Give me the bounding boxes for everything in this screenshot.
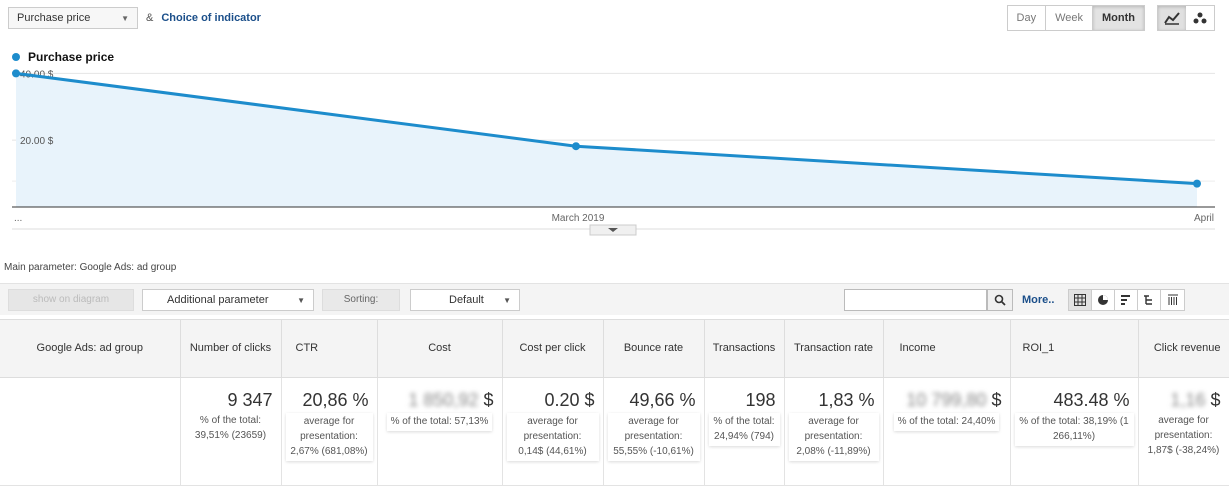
cell-transactions: 198 % of the total: 24,94% (794) [704, 377, 785, 486]
ampersand: & [146, 12, 154, 24]
period-week[interactable]: Week [1046, 6, 1094, 30]
bar-view-icon[interactable] [1115, 290, 1138, 310]
search-input[interactable] [844, 289, 987, 311]
roi-sub: % of the total: 38,19% (1 266,11%) [1014, 413, 1134, 446]
cpc-value: 0.20 $ [544, 390, 595, 410]
chevron-down-icon [608, 228, 618, 232]
scatter-chart-icon[interactable] [1186, 6, 1214, 30]
col-header-bounce[interactable]: Bounce rate [603, 319, 705, 378]
search-icon[interactable] [987, 289, 1013, 311]
chart-legend[interactable]: Purchase price [12, 50, 114, 64]
area-fill [16, 73, 1197, 207]
col-header-cost[interactable]: Cost [377, 319, 503, 378]
y-tick-label: 20.00 $ [20, 136, 54, 147]
income-unit: $ [991, 390, 1002, 410]
period-month[interactable]: Month [1093, 6, 1144, 30]
sorting-value: Default [449, 294, 484, 306]
data-table: Google Ads: ad group Number of clicks CT… [0, 319, 1229, 486]
chevron-down-icon: ▼ [121, 13, 129, 23]
transactions-sub: % of the total: 24,94% (794) [708, 413, 780, 446]
col-header-income[interactable]: Income [883, 319, 1011, 378]
show-on-diagram-button[interactable]: show on diagram [8, 289, 134, 311]
main-parameter-label: Main parameter: Google Ads: ad group [4, 262, 177, 273]
table-row[interactable]: 9 347 % of the total: 39,51% (23659) 20,… [0, 377, 1229, 486]
cost-sub: % of the total: 57,13% [386, 413, 493, 431]
col-header-ad-group[interactable]: Google Ads: ad group [0, 319, 181, 378]
chevron-down-icon: ▼ [297, 295, 305, 305]
legend-label: Purchase price [28, 50, 115, 64]
cell-cost: 1 850,92 $ % of the total: 57,13% [377, 377, 503, 486]
data-point [1193, 179, 1201, 188]
cost-blurred: 1 850,92 [408, 390, 479, 410]
clicks-value: 9 347 [227, 390, 273, 410]
clicks-sub: % of the total: 39,51% (23659) [194, 415, 267, 441]
transactions-value: 198 [745, 390, 776, 410]
period-day[interactable]: Day [1008, 6, 1047, 30]
cell-transaction-rate: 1,83 % average for presentation: 2,08% (… [784, 377, 884, 486]
additional-parameter-label: Additional parameter [167, 294, 269, 306]
chevron-down-icon: ▼ [503, 295, 511, 305]
period-switch: Day Week Month [1006, 5, 1145, 31]
table-header-row: Google Ads: ad group Number of clicks CT… [0, 319, 1229, 378]
click-revenue-sub: average for presentation: 1,87$ (-38,24%… [1147, 415, 1220, 456]
metric-select[interactable]: Purchase price ▼ [8, 7, 138, 29]
transaction-rate-value: 1,83 % [818, 390, 875, 410]
cell-ctr: 20,86 % average for presentation: 2,67% … [281, 377, 378, 486]
cpc-sub: average for presentation: 0,14$ (44,61%) [506, 413, 599, 461]
cost-value: 1 850,92 $ [382, 390, 498, 411]
cell-roi: 483.48 % % of the total: 38,19% (1 266,1… [1010, 377, 1139, 486]
indicator-bar: Purchase price ▼ & Choice of indicator [8, 7, 261, 29]
table-toolbar: show on diagram Additional parameter ▼ S… [0, 283, 1229, 315]
col-header-transactions[interactable]: Transactions [704, 319, 785, 378]
col-header-ctr[interactable]: CTR [281, 319, 378, 378]
metric-select-value: Purchase price [17, 12, 91, 24]
click-revenue-value: 1,16 $ [1143, 390, 1225, 411]
click-revenue-unit: $ [1210, 390, 1221, 410]
income-value: 10 799,80 $ [888, 390, 1006, 411]
columns-view-icon[interactable] [1161, 290, 1184, 310]
tree-view-icon[interactable] [1138, 290, 1161, 310]
sorting-label: Sorting: [322, 289, 400, 311]
data-point [12, 69, 20, 78]
table-view-icon[interactable] [1069, 290, 1092, 310]
ctr-value: 20,86 % [302, 390, 369, 410]
cell-income: 10 799,80 $ % of the total: 24,40% [883, 377, 1011, 486]
bounce-value: 49,66 % [629, 390, 696, 410]
click-revenue-blurred: 1,16 [1170, 390, 1206, 410]
additional-parameter-select[interactable]: Additional parameter ▼ [142, 289, 314, 311]
x-tick-label: ... [14, 213, 22, 224]
pie-view-icon[interactable] [1092, 290, 1115, 310]
view-switch [1068, 289, 1185, 311]
cost-unit: $ [483, 390, 494, 410]
sorting-select[interactable]: Default ▼ [410, 289, 520, 311]
col-header-cpc[interactable]: Cost per click [502, 319, 604, 378]
choice-of-indicator-link[interactable]: Choice of indicator [161, 12, 261, 24]
income-blurred: 10 799,80 [906, 390, 987, 410]
cell-click-revenue: 1,16 $ average for presentation: 1,87$ (… [1138, 377, 1229, 486]
col-header-clicks[interactable]: Number of clicks [180, 319, 282, 378]
bounce-sub: average for presentation: 55,55% (-10,61… [607, 413, 700, 461]
data-point [572, 142, 580, 151]
cell-bounce: 49,66 % average for presentation: 55,55%… [603, 377, 705, 486]
cell-ad-group [0, 377, 181, 486]
col-header-roi[interactable]: ROI_1 [1010, 319, 1139, 378]
cell-cpc: 0.20 $ average for presentation: 0,14$ (… [502, 377, 604, 486]
legend-dot [12, 53, 20, 61]
ctr-sub: average for presentation: 2,67% (681,08%… [285, 413, 373, 461]
col-header-transaction-rate[interactable]: Transaction rate [784, 319, 884, 378]
income-sub: % of the total: 24,40% [893, 413, 1000, 431]
line-chart-icon[interactable] [1158, 6, 1186, 30]
roi-value: 483.48 % [1053, 390, 1130, 410]
cell-clicks: 9 347 % of the total: 39,51% (23659) [180, 377, 282, 486]
x-tick-label: March 2019 [552, 213, 605, 224]
col-header-click-revenue[interactable]: Click revenue [1138, 319, 1229, 378]
chart-type-switch [1157, 5, 1215, 31]
x-tick-label: April [1194, 213, 1214, 224]
transaction-rate-sub: average for presentation: 2,08% (-11,89%… [788, 413, 879, 461]
price-chart: 40.00 $20.00 $... March 2019 April [12, 69, 1215, 236]
more-link[interactable]: More.. [1022, 294, 1055, 306]
